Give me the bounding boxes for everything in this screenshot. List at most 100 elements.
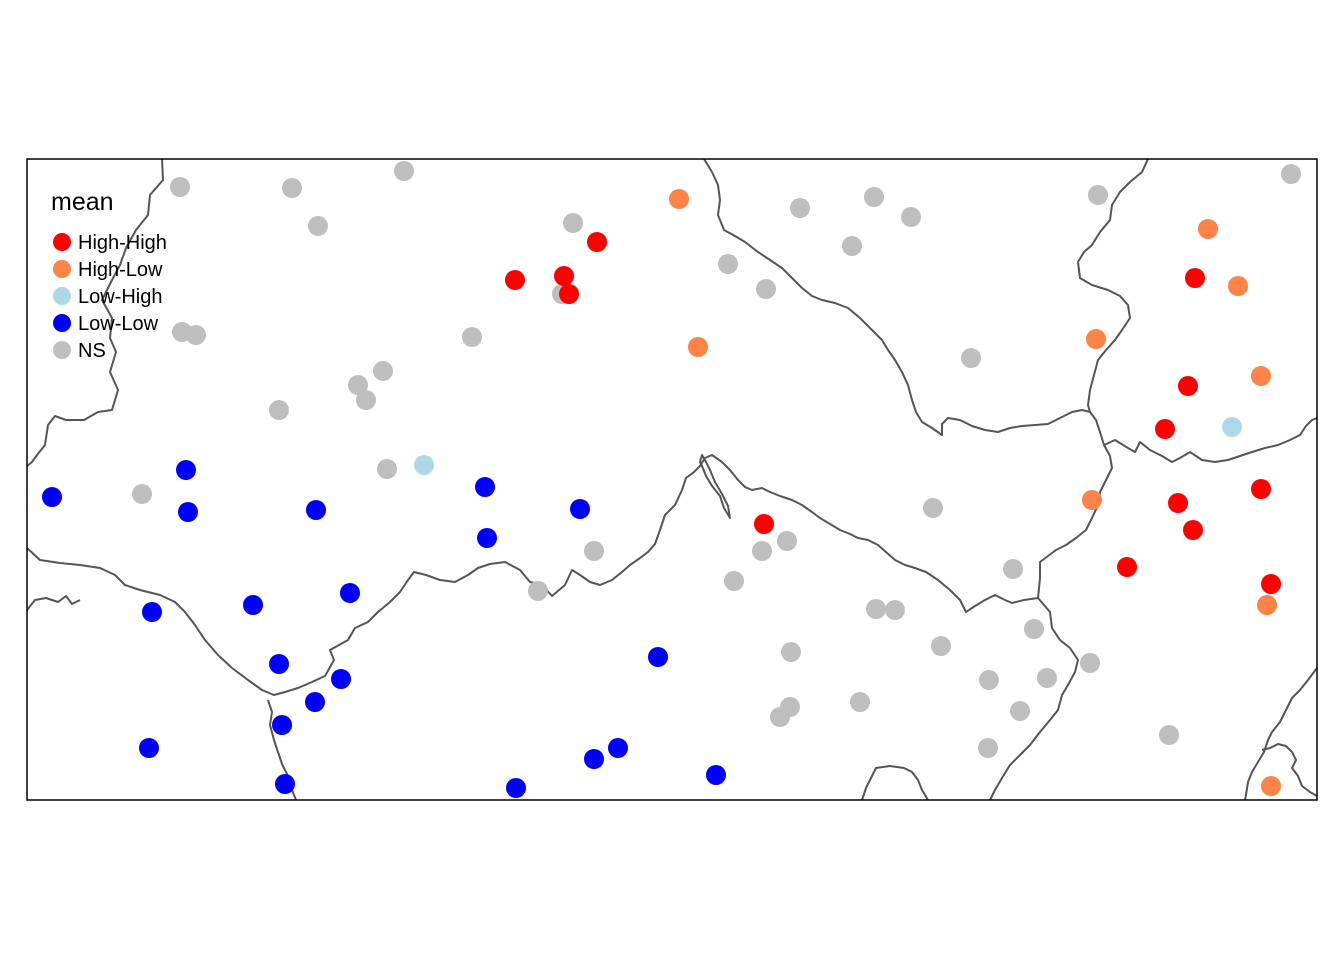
point-high-high bbox=[1178, 376, 1198, 396]
point-ns bbox=[563, 213, 583, 233]
legend-item: Low-Low bbox=[53, 313, 159, 335]
point-low-low bbox=[608, 738, 628, 758]
point-ns bbox=[923, 498, 943, 518]
point-low-low bbox=[176, 460, 196, 480]
point-ns bbox=[1003, 559, 1023, 579]
point-ns bbox=[1024, 619, 1044, 639]
point-low-low bbox=[475, 477, 495, 497]
border-south-center bbox=[861, 765, 929, 800]
point-ns bbox=[978, 738, 998, 758]
point-low-low bbox=[178, 502, 198, 522]
point-ns bbox=[777, 531, 797, 551]
point-ns bbox=[1088, 185, 1108, 205]
point-ns bbox=[308, 216, 328, 236]
border-southwest-coast bbox=[27, 595, 81, 611]
point-low-low bbox=[306, 500, 326, 520]
point-ns bbox=[170, 177, 190, 197]
point-high-high bbox=[1185, 268, 1205, 288]
point-ns bbox=[864, 187, 884, 207]
point-low-low bbox=[272, 715, 292, 735]
point-high-low bbox=[1228, 276, 1248, 296]
point-ns bbox=[1159, 725, 1179, 745]
point-ns bbox=[885, 600, 905, 620]
point-low-low bbox=[477, 528, 497, 548]
point-high-high bbox=[1261, 574, 1281, 594]
point-low-low bbox=[275, 774, 295, 794]
point-low-low bbox=[42, 487, 62, 507]
point-ns bbox=[724, 571, 744, 591]
point-ns bbox=[1080, 653, 1100, 673]
point-ns bbox=[961, 348, 981, 368]
point-ns bbox=[790, 198, 810, 218]
border-central-north bbox=[703, 159, 1113, 800]
point-low-low bbox=[142, 602, 162, 622]
point-ns bbox=[377, 459, 397, 479]
border-southeast-inlet bbox=[1261, 743, 1317, 797]
point-low-high bbox=[1222, 417, 1242, 437]
legend-label: Low-High bbox=[78, 286, 162, 308]
point-ns bbox=[373, 361, 393, 381]
point-ns bbox=[850, 692, 870, 712]
point-high-low bbox=[1198, 219, 1218, 239]
point-layer bbox=[42, 161, 1301, 798]
map-frame bbox=[26, 158, 1318, 801]
point-low-low bbox=[305, 692, 325, 712]
point-low-low bbox=[584, 749, 604, 769]
point-ns bbox=[866, 599, 886, 619]
legend-swatch bbox=[53, 341, 71, 359]
legend-swatch bbox=[53, 233, 71, 251]
border-northwest bbox=[27, 159, 164, 467]
point-high-high bbox=[1155, 419, 1175, 439]
point-ns bbox=[781, 642, 801, 662]
border-southeast bbox=[1244, 667, 1317, 800]
point-high-low bbox=[1261, 776, 1281, 796]
point-ns bbox=[718, 254, 738, 274]
point-ns bbox=[756, 279, 776, 299]
legend-item: High-Low bbox=[53, 259, 163, 281]
point-high-high bbox=[554, 266, 574, 286]
border-southwest bbox=[27, 454, 1039, 696]
border-east bbox=[1103, 417, 1317, 463]
point-high-high bbox=[1251, 479, 1271, 499]
point-ns bbox=[901, 207, 921, 227]
point-high-high bbox=[1117, 557, 1137, 577]
legend-item: NS bbox=[53, 340, 106, 362]
point-high-high bbox=[1168, 493, 1188, 513]
point-ns bbox=[282, 178, 302, 198]
point-high-low bbox=[1082, 490, 1102, 510]
point-low-low bbox=[570, 499, 590, 519]
legend: mean High-High High-Low Low-High Low-Low NS bbox=[51, 188, 167, 362]
point-low-low bbox=[243, 595, 263, 615]
point-ns bbox=[752, 541, 772, 561]
point-low-low bbox=[331, 669, 351, 689]
point-high-low bbox=[1086, 329, 1106, 349]
point-ns bbox=[584, 541, 604, 561]
point-ns bbox=[132, 484, 152, 504]
point-high-high bbox=[559, 284, 579, 304]
point-ns bbox=[770, 707, 790, 727]
point-high-high bbox=[1183, 520, 1203, 540]
point-low-low bbox=[340, 583, 360, 603]
point-ns bbox=[931, 636, 951, 656]
point-high-high bbox=[754, 514, 774, 534]
point-ns bbox=[269, 400, 289, 420]
legend-label: High-Low bbox=[78, 259, 163, 281]
border-northeast bbox=[1077, 159, 1149, 413]
legend-items: High-High High-Low Low-High Low-Low NS bbox=[53, 232, 167, 362]
point-high-low bbox=[1251, 366, 1271, 386]
border-lake bbox=[699, 454, 731, 519]
point-high-high bbox=[587, 232, 607, 252]
legend-item: Low-High bbox=[53, 286, 162, 308]
point-high-low bbox=[1257, 595, 1277, 615]
legend-label: NS bbox=[78, 340, 106, 362]
country-borders bbox=[27, 159, 1317, 800]
point-ns bbox=[528, 581, 548, 601]
point-high-low bbox=[688, 337, 708, 357]
point-low-high bbox=[414, 455, 434, 475]
point-ns bbox=[1281, 164, 1301, 184]
point-low-low bbox=[706, 765, 726, 785]
point-ns bbox=[394, 161, 414, 181]
legend-swatch bbox=[53, 260, 71, 278]
